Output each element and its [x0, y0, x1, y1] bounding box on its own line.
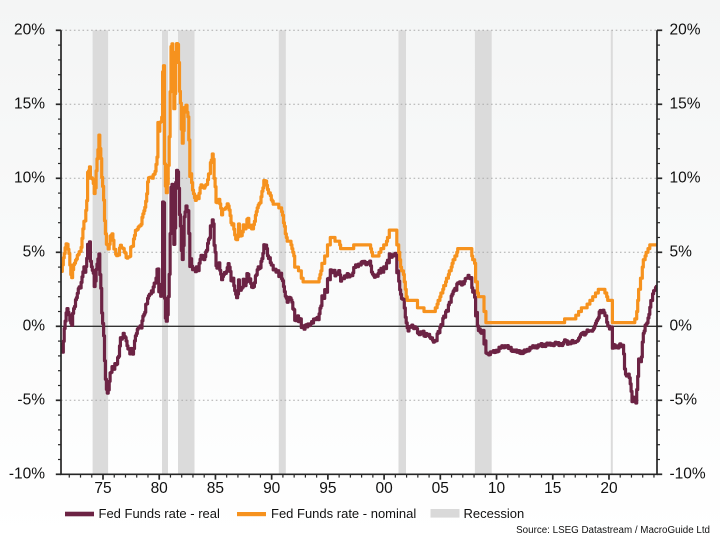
svg-text:85: 85 — [207, 480, 224, 497]
svg-text:15: 15 — [544, 480, 561, 497]
svg-text:05: 05 — [432, 480, 449, 497]
svg-text:20%: 20% — [670, 21, 701, 38]
svg-text:Fed Funds rate - nominal: Fed Funds rate - nominal — [271, 506, 416, 521]
svg-text:0%: 0% — [23, 317, 46, 334]
svg-text:00: 00 — [375, 480, 393, 497]
svg-text:0%: 0% — [670, 317, 693, 334]
svg-text:Recession: Recession — [464, 506, 525, 521]
svg-text:95: 95 — [319, 480, 336, 497]
svg-text:-5%: -5% — [670, 391, 698, 408]
svg-text:15%: 15% — [670, 95, 701, 112]
svg-text:-10%: -10% — [9, 465, 45, 482]
svg-text:80: 80 — [151, 480, 169, 497]
svg-text:75: 75 — [94, 480, 111, 497]
svg-text:5%: 5% — [670, 243, 693, 260]
svg-text:10%: 10% — [14, 169, 45, 186]
svg-text:20%: 20% — [14, 21, 45, 38]
svg-text:Fed Funds rate - real: Fed Funds rate - real — [99, 506, 220, 521]
svg-text:20: 20 — [600, 480, 618, 497]
svg-text:15%: 15% — [14, 95, 45, 112]
svg-text:Source: LSEG Datastream / Macr: Source: LSEG Datastream / MacroGuide Ltd — [516, 525, 710, 536]
svg-text:90: 90 — [263, 480, 281, 497]
svg-text:-10%: -10% — [670, 465, 706, 482]
svg-text:-5%: -5% — [17, 391, 45, 408]
svg-text:10%: 10% — [670, 169, 701, 186]
svg-text:5%: 5% — [23, 243, 46, 260]
svg-text:10: 10 — [488, 480, 506, 497]
